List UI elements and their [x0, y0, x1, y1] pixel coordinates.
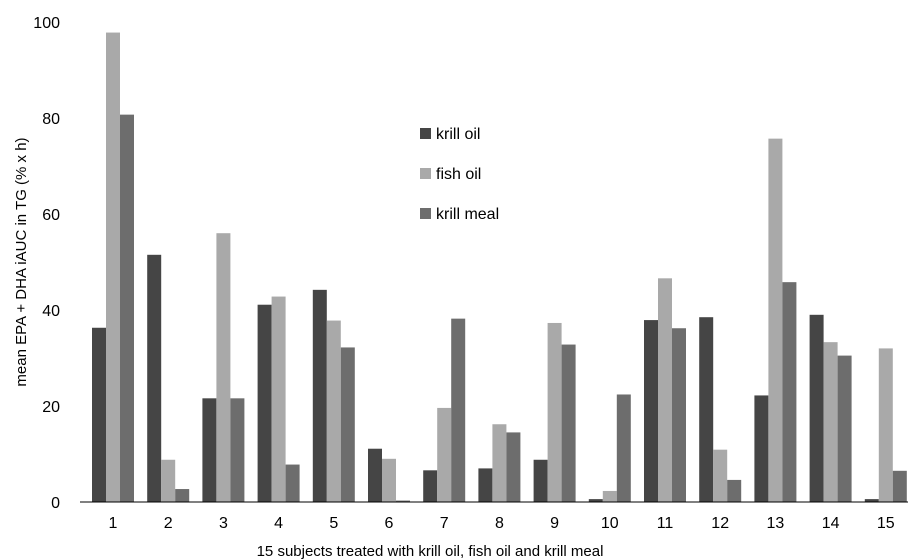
x-tick-label: 10	[601, 515, 619, 532]
y-tick-label: 20	[42, 399, 60, 416]
y-tick-label: 100	[33, 15, 60, 32]
x-tick-label: 1	[109, 515, 118, 532]
bar	[478, 468, 493, 502]
bar-series-group	[92, 32, 907, 503]
bar	[451, 318, 466, 502]
bar	[216, 233, 231, 502]
x-tick-label: 8	[495, 515, 504, 532]
bar	[864, 499, 879, 502]
legend-swatch	[420, 208, 431, 219]
bar	[768, 138, 783, 502]
x-tick-label: 5	[329, 515, 338, 532]
bar	[437, 407, 452, 502]
legend-label: krill meal	[436, 206, 499, 223]
bar	[602, 490, 617, 502]
bar	[713, 449, 728, 502]
bar	[202, 398, 217, 502]
bar	[727, 479, 742, 502]
bar	[368, 448, 382, 502]
y-tick-label: 80	[42, 111, 60, 128]
bar	[257, 304, 272, 502]
bar	[533, 459, 548, 502]
x-axis-ticks: 1 2 3 4 5 6 7 8 9 10 11 12 13 14 15	[109, 515, 895, 532]
legend-label: fish oil	[436, 166, 481, 183]
x-tick-label: 6	[385, 515, 394, 532]
bar	[271, 296, 286, 502]
y-tick-label: 60	[42, 207, 60, 224]
bar	[161, 459, 176, 502]
y-tick-label: 40	[42, 303, 60, 320]
x-tick-label: 14	[822, 515, 840, 532]
x-tick-label: 9	[550, 515, 559, 532]
bar	[672, 328, 686, 502]
bar	[285, 464, 300, 502]
x-tick-label: 11	[657, 515, 674, 532]
x-tick-label: 7	[440, 515, 449, 532]
bar	[782, 282, 797, 502]
x-tick-label: 4	[274, 515, 283, 532]
y-tick-label: 0	[51, 495, 60, 512]
x-tick-label: 2	[164, 515, 173, 532]
bar	[699, 317, 714, 502]
y-axis-ticks: 0 20 40 60 80 100	[33, 15, 60, 512]
bar	[230, 398, 245, 502]
legend-label: krill oil	[436, 126, 480, 143]
legend-swatch	[420, 168, 431, 179]
y-axis-title: mean EPA + DHA iAUC in TG (% x h)	[13, 137, 30, 386]
x-tick-label: 12	[711, 515, 729, 532]
bar	[837, 355, 852, 502]
bar	[616, 394, 631, 502]
bar	[382, 458, 396, 502]
bar	[120, 114, 134, 502]
bar	[878, 348, 893, 502]
x-tick-label: 13	[767, 515, 785, 532]
bar	[340, 347, 355, 502]
bar	[754, 395, 769, 502]
legend-swatch	[420, 128, 431, 139]
bar	[492, 424, 507, 502]
bar	[644, 320, 658, 502]
x-axis-title: 15 subjects treated with krill oil, fish…	[257, 543, 604, 560]
bar	[547, 322, 562, 502]
bar	[561, 344, 576, 502]
bar	[588, 499, 603, 502]
bar	[506, 432, 521, 502]
bar	[92, 327, 106, 502]
bar	[892, 470, 907, 502]
legend: krill oil fish oil krill meal	[420, 126, 499, 223]
bar	[106, 32, 120, 503]
bar	[823, 342, 838, 502]
bar	[423, 470, 438, 502]
x-tick-label: 15	[877, 515, 895, 532]
bar	[396, 500, 410, 502]
bar	[175, 489, 190, 502]
bar	[326, 320, 341, 502]
bar	[658, 278, 672, 502]
bar	[809, 314, 824, 502]
x-tick-label: 3	[219, 515, 228, 532]
bar	[312, 289, 327, 502]
bar	[147, 254, 162, 502]
